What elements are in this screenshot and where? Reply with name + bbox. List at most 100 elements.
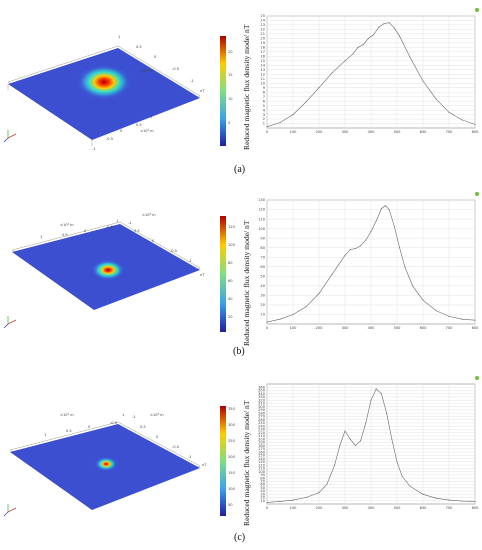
y-tick-label: 40 bbox=[260, 284, 265, 288]
y-tick-label: 80 bbox=[260, 476, 265, 480]
y-tick-label: 80 bbox=[260, 246, 265, 250]
field-peak-c bbox=[93, 456, 119, 472]
data-point bbox=[399, 247, 401, 249]
axis-a-tick: 1 bbox=[116, 219, 118, 223]
data-point bbox=[318, 87, 320, 89]
data-point bbox=[461, 318, 463, 320]
data-point bbox=[360, 440, 362, 442]
y-tick-label: 18 bbox=[260, 46, 265, 50]
x-tick-label: 100 bbox=[290, 130, 298, 134]
axis-a-tick: -0.5 bbox=[170, 249, 177, 253]
data-point bbox=[396, 461, 398, 463]
data-point bbox=[474, 500, 476, 502]
y-tick-label: 13 bbox=[260, 68, 265, 72]
data-point bbox=[404, 266, 406, 268]
axis-b-tick: 0 bbox=[120, 129, 123, 133]
data-point bbox=[409, 485, 411, 487]
data-point bbox=[305, 306, 307, 308]
y-tick-label: 200 bbox=[258, 437, 266, 441]
y-tick-label: 360 bbox=[258, 385, 266, 389]
surface-plot-c: 1 0.5 0 -0.5 -1 ×10⁴ m 1 0.5 0 -0.5 -1 ×… bbox=[3, 406, 236, 517]
data-point bbox=[375, 220, 377, 222]
data-point bbox=[383, 23, 385, 25]
data-point bbox=[448, 315, 450, 317]
y-tick-label: 4 bbox=[263, 108, 266, 112]
x-tick-label: 400 bbox=[368, 506, 376, 510]
z-unit: nT bbox=[202, 463, 207, 467]
data-point bbox=[279, 500, 281, 502]
y-tick-label: 50 bbox=[260, 275, 265, 279]
y-tick-label: 2 bbox=[263, 117, 265, 121]
y-tick-label: 6 bbox=[263, 99, 266, 103]
axis-a-tick: 0.5 bbox=[136, 45, 142, 49]
colorbar-tick: 250 bbox=[228, 439, 236, 443]
axis-b-tick: -0.5 bbox=[106, 137, 113, 141]
line-chart-c: Reduced magnetic flux density mode/ nT 0… bbox=[242, 376, 480, 526]
x-tick-label: 100 bbox=[290, 326, 298, 330]
z-unit: nT bbox=[200, 89, 205, 93]
y-tick-label: 70 bbox=[260, 479, 265, 483]
y-tick-label: 180 bbox=[258, 444, 266, 448]
colorbar-tick: 120 bbox=[228, 225, 236, 229]
data-point bbox=[318, 292, 320, 294]
data-point bbox=[373, 34, 375, 36]
data-point bbox=[435, 98, 437, 100]
data-series-line bbox=[266, 388, 476, 503]
y-tick-label: 320 bbox=[258, 398, 266, 402]
axis-b-tick: 0 bbox=[84, 229, 87, 233]
data-point bbox=[326, 484, 328, 486]
axis-b-tick: 1 bbox=[40, 235, 42, 239]
data-point bbox=[367, 37, 369, 39]
figure-panel-c: 1 0.5 0 -0.5 -1 ×10⁴ m 1 0.5 0 -0.5 -1 ×… bbox=[0, 370, 482, 550]
data-point bbox=[334, 464, 336, 466]
axis-a-unit: ×10⁴ m bbox=[60, 413, 74, 417]
data-point bbox=[344, 254, 346, 256]
x-tick-label: 100 bbox=[290, 506, 298, 510]
data-point bbox=[388, 22, 390, 24]
y-tick-label: 50 bbox=[260, 486, 265, 490]
data-point bbox=[412, 285, 414, 287]
y-tick-label: 210 bbox=[258, 434, 266, 438]
axis-a-tick: 0 bbox=[154, 55, 157, 59]
axis-b-unit: ×10⁴ m bbox=[150, 413, 164, 417]
colorbar-tick: 15 bbox=[228, 73, 233, 77]
data-point bbox=[365, 422, 367, 424]
x-tick-label: 800 bbox=[472, 506, 480, 510]
y-tick-label: 16 bbox=[260, 55, 265, 59]
y-tick-label: 17 bbox=[260, 50, 265, 54]
colorbar-tick: 5 bbox=[228, 121, 230, 125]
y-tick-label: 9 bbox=[263, 86, 266, 90]
axis-b-unit: ×10⁴ m bbox=[142, 213, 156, 217]
x-tick-label: 0 bbox=[266, 130, 269, 134]
colorbar-tick: 60 bbox=[228, 279, 233, 283]
axis-triad-icon bbox=[3, 130, 17, 143]
x-tick-label: 500 bbox=[394, 326, 402, 330]
panel-caption: (b) bbox=[233, 346, 245, 357]
y-tick-label: 240 bbox=[258, 424, 266, 428]
y-tick-label: 330 bbox=[258, 395, 266, 399]
colorbar-tick: 20 bbox=[228, 50, 233, 54]
data-point bbox=[344, 60, 346, 62]
data-point bbox=[292, 114, 294, 116]
axis-b-tick: 1 bbox=[122, 413, 124, 417]
data-point bbox=[401, 475, 403, 477]
y-axis-label: Reduced magnetic flux density mode/ nT bbox=[242, 400, 251, 526]
data-point bbox=[370, 399, 372, 401]
data-point bbox=[331, 273, 333, 275]
y-tick-label: 14 bbox=[260, 63, 265, 67]
data-point bbox=[393, 226, 395, 228]
figure-panel-a: 1 0.5 0 -0.5 -1 ×10⁴ m 1 0.5 0 -0.5 -1 ×… bbox=[0, 0, 482, 184]
axis-b-tick: -0.5 bbox=[172, 445, 179, 449]
axis-b-tick: -1 bbox=[92, 147, 96, 151]
y-tick-label: 22 bbox=[260, 28, 265, 32]
data-point bbox=[386, 412, 388, 414]
colorbar-tick: 50 bbox=[228, 503, 233, 507]
axis-b-tick: -1 bbox=[128, 221, 132, 225]
axis-a-tick: -0.5 bbox=[172, 67, 179, 71]
axis-a-tick: 0 bbox=[152, 239, 155, 243]
data-point bbox=[305, 101, 307, 103]
y-tick-label: 15 bbox=[260, 59, 265, 63]
y-tick-label: 10 bbox=[260, 81, 265, 85]
data-point bbox=[422, 493, 424, 495]
axis-a-tick: 1 bbox=[44, 433, 46, 437]
